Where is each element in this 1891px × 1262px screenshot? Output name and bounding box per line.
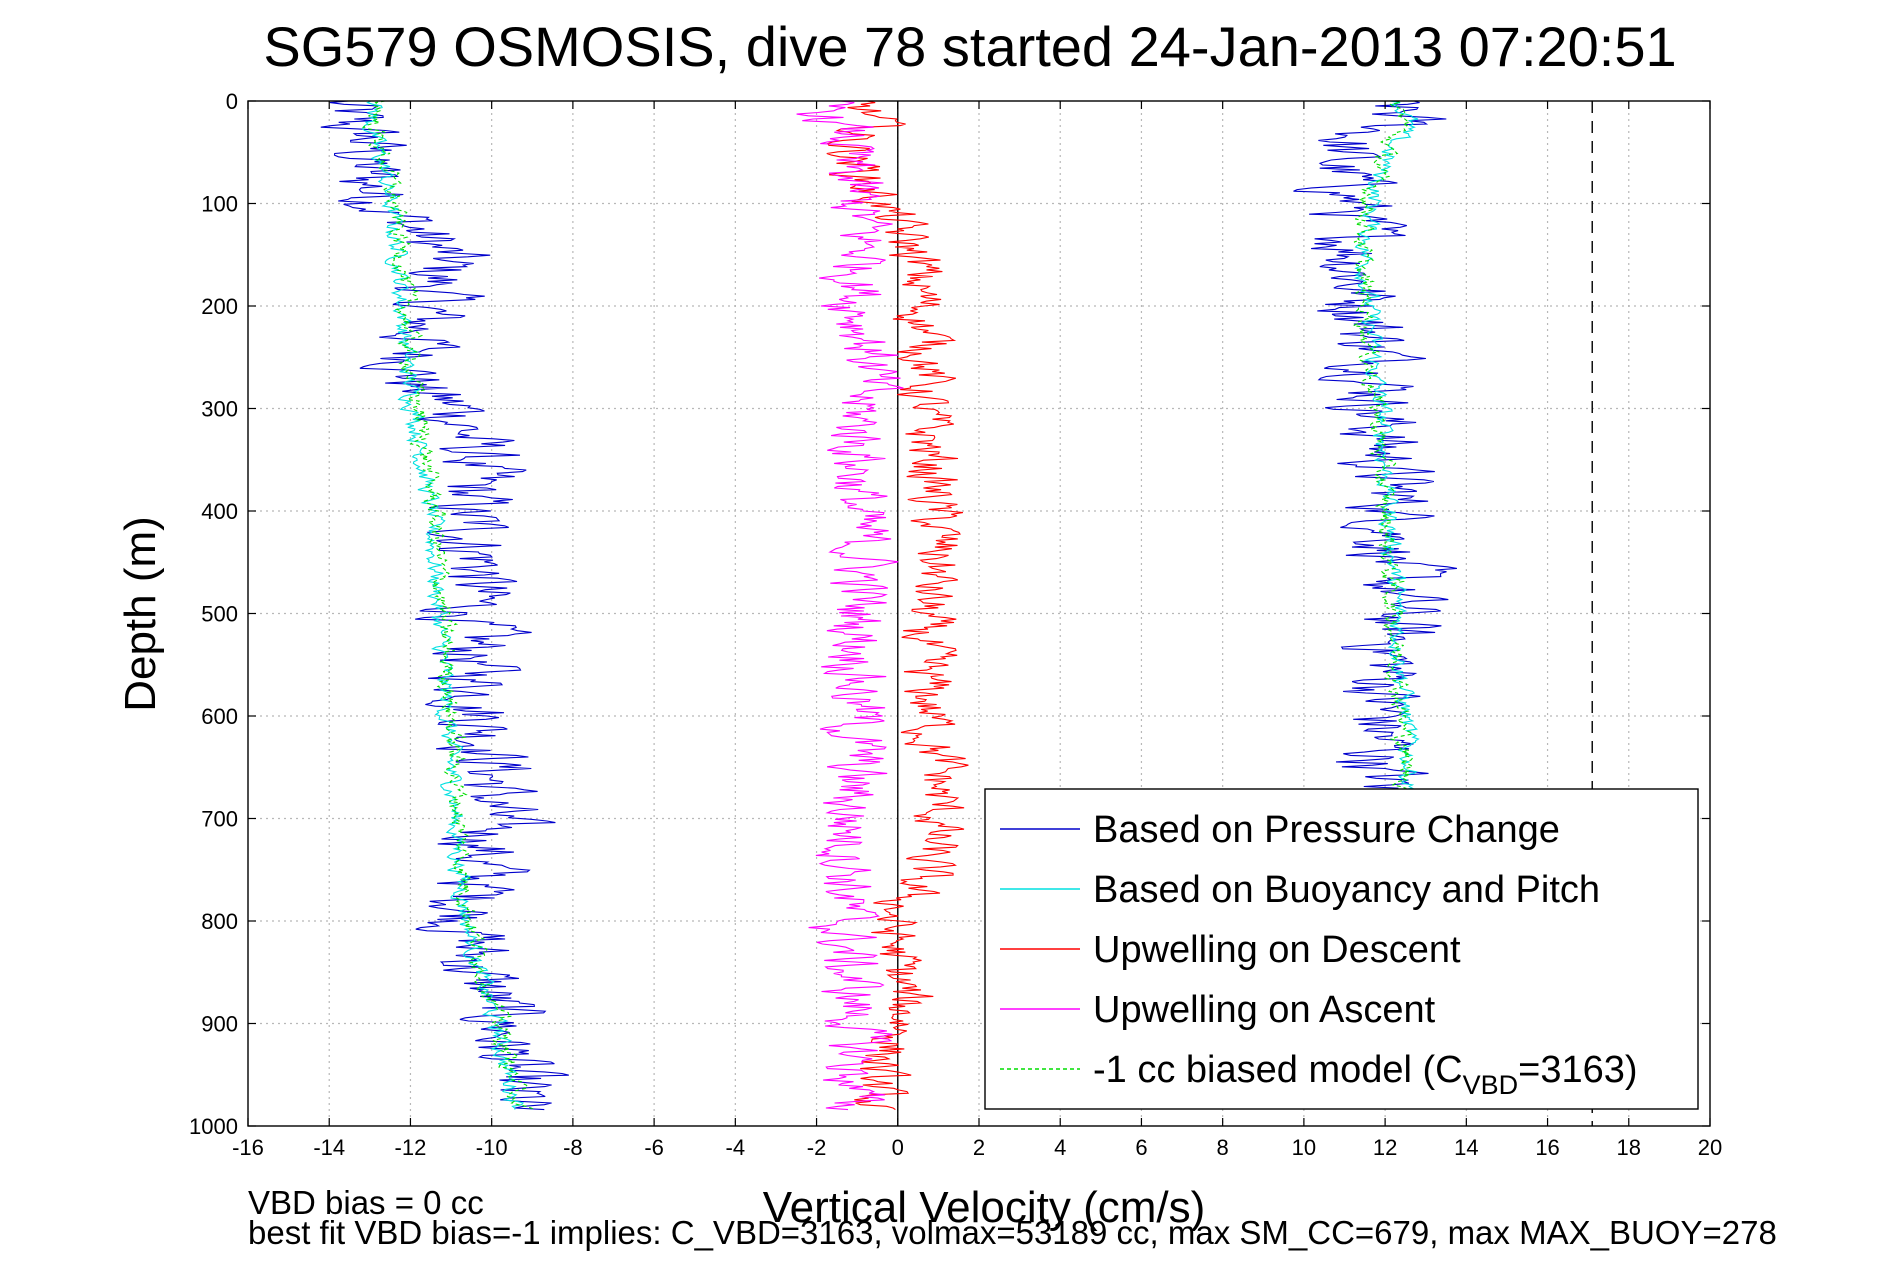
series-line-2-0 xyxy=(826,100,969,1111)
x-tick-label-3: -10 xyxy=(476,1135,508,1160)
series-line-1-0 xyxy=(361,100,524,1110)
y-tick-label-3: 300 xyxy=(201,397,238,422)
x-tick-label-16: 16 xyxy=(1535,1135,1559,1160)
y-axis-label: Depth (m) xyxy=(116,516,165,712)
x-axis: -16 -14 -12 -10 -8 -6 -4 -2 0 2 4 6 8 10 12 14 16 18 20 xyxy=(232,101,1722,1160)
legend-label-1: Based on Buoyancy and Pitch xyxy=(1093,869,1600,911)
x-tick-label-5: -6 xyxy=(644,1135,664,1160)
x-tick-label-4: -8 xyxy=(563,1135,583,1160)
x-tick-label-0: -16 xyxy=(232,1135,264,1160)
x-tick-label-2: -12 xyxy=(395,1135,427,1160)
y-tick-label-5: 500 xyxy=(201,602,238,627)
footer-line-1: VBD bias = 0 cc xyxy=(248,1184,484,1221)
series-2 xyxy=(826,100,969,1111)
series-line-4-0 xyxy=(362,100,536,1111)
y-tick-label-9: 900 xyxy=(201,1012,238,1037)
y-tick-label-6: 600 xyxy=(201,704,238,729)
legend-label-3: Upwelling on Ascent xyxy=(1093,989,1436,1031)
y-tick-label-7: 700 xyxy=(201,807,238,832)
x-tick-label-10: 4 xyxy=(1054,1135,1066,1160)
x-tick-label-18: 20 xyxy=(1698,1135,1722,1160)
x-tick-label-1: -14 xyxy=(313,1135,345,1160)
series-1 xyxy=(361,100,1421,1110)
y-tick-label-0: 0 xyxy=(226,89,238,114)
legend-label-0: Based on Pressure Change xyxy=(1093,809,1560,851)
legend: Based on Pressure Change Based on Buoyanc… xyxy=(984,788,1699,1110)
series-3 xyxy=(796,100,904,1111)
footer-line-2: best fit VBD bias=-1 implies: C_VBD=3163… xyxy=(248,1214,1777,1251)
x-tick-label-11: 6 xyxy=(1135,1135,1147,1160)
legend-label-4: -1 cc biased model (CVBD=3163) xyxy=(1093,1049,1638,1100)
x-tick-label-9: 2 xyxy=(973,1135,985,1160)
legend-box xyxy=(984,788,1699,1110)
chart-title: SG579 OSMOSIS, dive 78 started 24-Jan-20… xyxy=(263,15,1676,78)
x-axis-label: Vertical Velocity (cm/s) xyxy=(763,1183,1206,1232)
y-tick-label-2: 200 xyxy=(201,294,238,319)
series-line-4-1 xyxy=(1351,100,1416,819)
x-tick-label-13: 10 xyxy=(1292,1135,1316,1160)
y-axis: 0 100 200 300 400 500 600 700 800 900 1000 xyxy=(189,89,1710,1139)
y-tick-label-10: 1000 xyxy=(189,1114,238,1139)
series-line-3-0 xyxy=(796,100,904,1111)
series-4 xyxy=(362,100,1416,1111)
x-tick-label-12: 8 xyxy=(1217,1135,1229,1160)
x-tick-label-17: 18 xyxy=(1617,1135,1641,1160)
x-tick-label-6: -4 xyxy=(726,1135,746,1160)
x-tick-label-15: 14 xyxy=(1454,1135,1478,1160)
y-tick-label-8: 800 xyxy=(201,909,238,934)
x-tick-label-7: -2 xyxy=(807,1135,827,1160)
x-tick-label-8: 0 xyxy=(892,1135,904,1160)
y-tick-label-1: 100 xyxy=(201,192,238,217)
x-tick-label-14: 12 xyxy=(1373,1135,1397,1160)
series-layer xyxy=(320,100,1457,1111)
series-line-1-1 xyxy=(1353,100,1421,818)
legend-label-2: Upwelling on Descent xyxy=(1093,929,1461,971)
y-tick-label-4: 400 xyxy=(201,499,238,524)
